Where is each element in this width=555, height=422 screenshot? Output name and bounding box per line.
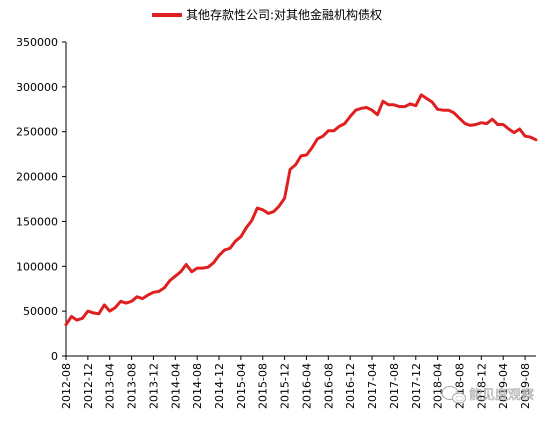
legend-label: 其他存款性公司:对其他金融机构债权 [186, 7, 382, 22]
x-tick-label: 2012-12 [82, 363, 95, 409]
x-tick-label: 2017-08 [388, 363, 401, 409]
y-tick-label: 200000 [16, 171, 58, 184]
x-tick-label: 2016-04 [300, 363, 313, 409]
wechat-icon [441, 386, 466, 404]
y-tick-label: 0 [51, 350, 58, 363]
x-tick-label: 2016-12 [344, 363, 357, 409]
y-tick-label: 150000 [16, 215, 58, 228]
x-tick-label: 2015-04 [235, 363, 248, 409]
x-tick-label: 2014-04 [169, 363, 182, 409]
x-tick-label: 2015-12 [279, 363, 292, 409]
series-line [64, 93, 538, 327]
x-tick-label: 2018-12 [475, 363, 488, 409]
watermark-text: 能见度观察 [469, 387, 534, 403]
x-tick-label: 2012-08 [60, 363, 73, 409]
x-tick-label: 2013-12 [147, 363, 160, 409]
x-tick-label: 2014-12 [213, 363, 226, 409]
y-tick-label: 300000 [16, 81, 58, 94]
x-tick-label: 2017-12 [410, 363, 423, 409]
x-tick-label: 2014-08 [191, 363, 204, 409]
x-tick-label: 2019-04 [497, 363, 510, 409]
x-tick-label: 2019-08 [519, 363, 532, 409]
y-tick-label: 50000 [23, 305, 58, 318]
y-tick-label: 250000 [16, 126, 58, 139]
legend: 其他存款性公司:对其他金融机构债权 [152, 7, 382, 22]
x-tick-label: 2015-08 [257, 363, 270, 409]
x-tick-label: 2018-04 [432, 363, 445, 409]
x-tick-label: 2013-04 [104, 363, 117, 409]
x-tick-label: 2016-08 [322, 363, 335, 409]
x-tick-label: 2017-04 [366, 363, 379, 409]
x-axis-ticks: 2012-08 2012-12 2013-04 2013-08 2013-12 2014-… [60, 356, 532, 409]
watermark: 能见度观察 [441, 386, 534, 404]
y-axis-ticks: 0 50000 100000 150000 200000 250000 300000 3500… [16, 36, 66, 363]
y-tick-label: 100000 [16, 260, 58, 273]
x-tick-label: 2013-08 [126, 363, 139, 409]
y-tick-label: 350000 [16, 36, 58, 49]
axes [65, 42, 536, 357]
